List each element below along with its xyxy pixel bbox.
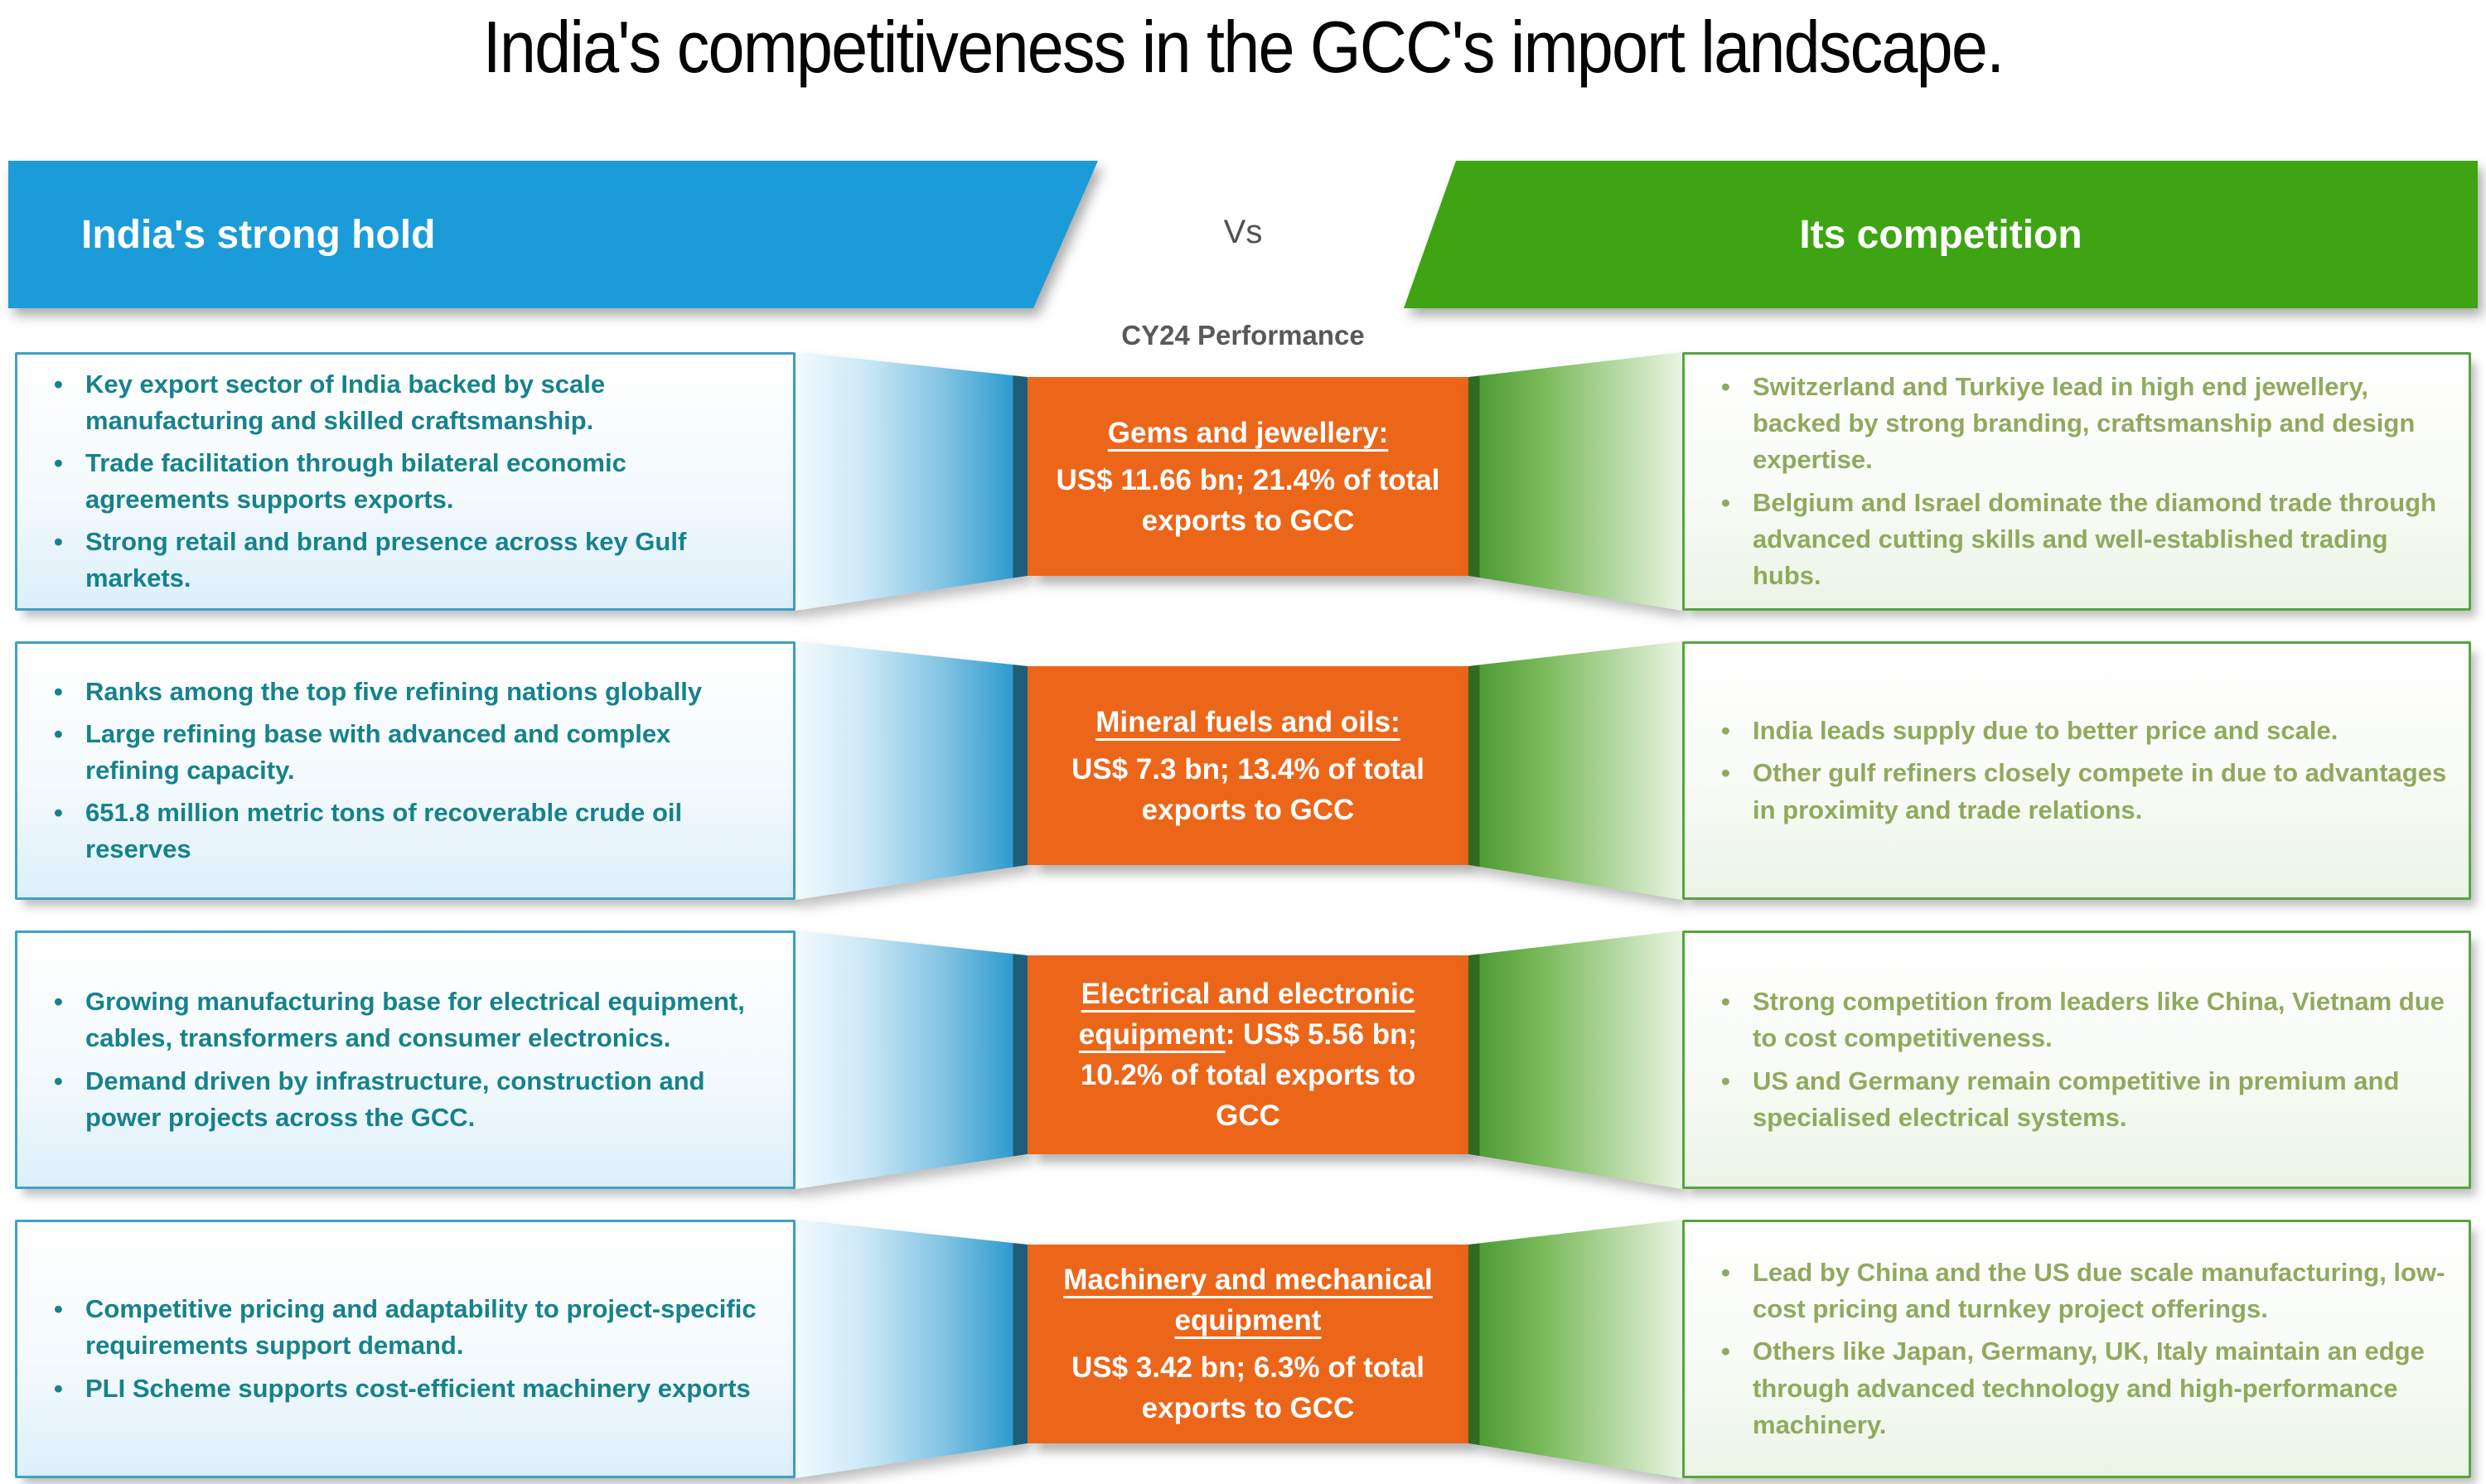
category-box: Gems and jewellery: US$ 11.66 bn; 21.4% … [1028, 377, 1468, 576]
bullet-item: Switzerland and Turkiye lead in high end… [1715, 369, 2447, 478]
competition-banner: Its competition [1404, 161, 2478, 308]
competition-box: India leads supply due to better price a… [1682, 641, 2471, 900]
connector-right [1468, 352, 1682, 611]
bullet-item: Competitive pricing and adaptability to … [47, 1291, 771, 1364]
competition-box: Strong competition from leaders like Chi… [1682, 931, 2471, 1189]
bullet-item: Demand driven by infrastructure, constru… [47, 1063, 771, 1136]
category-stats: : US$ 5.56 bn; 10.2% of total exports to… [1080, 1018, 1418, 1132]
connector-left [796, 352, 1028, 611]
category-title: Electrical and electronic equipment [1078, 978, 1415, 1051]
connector-right [1468, 641, 1682, 900]
india-banner: India's strong hold [8, 161, 1098, 308]
india-box: Competitive pricing and adaptability to … [15, 1220, 796, 1478]
category-stats: US$ 7.3 bn; 13.4% of total exports to GC… [1071, 752, 1424, 826]
bullet-item: Growing manufacturing base for electrica… [47, 984, 771, 1056]
category-title: Mineral fuels and oils: [1095, 705, 1400, 738]
bullet-item: Lead by China and the US due scale manuf… [1715, 1254, 2447, 1327]
period-label: CY24 Performance [1121, 320, 1365, 350]
category-title: Machinery and mechanical equipment [1063, 1264, 1433, 1337]
category-box: Electrical and electronic equipment: US$… [1028, 955, 1468, 1154]
category-title: Gems and jewellery: [1107, 416, 1389, 449]
row-gems-jewellery: Key export sector of India backed by sca… [15, 352, 2471, 611]
connector-left [796, 1220, 1028, 1478]
competition-banner-shadow: Its competition [1404, 161, 2478, 308]
connector-left [796, 931, 1028, 1189]
bullet-item: 651.8 million metric tons of recoverable… [47, 795, 771, 868]
india-box: Growing manufacturing base for electrica… [15, 931, 796, 1189]
india-bullet-list: Key export sector of India backed by sca… [17, 357, 793, 606]
page-title: India's competitiveness in the GCC's imp… [482, 6, 2005, 88]
competition-bullet-list: Lead by China and the US due scale manuf… [1685, 1245, 2469, 1452]
category-box: Mineral fuels and oils: US$ 7.3 bn; 13.4… [1028, 666, 1468, 865]
competition-banner-label: Its competition [1799, 212, 2082, 257]
competition-bullet-list: India leads supply due to better price a… [1685, 703, 2469, 837]
india-box: Key export sector of India backed by sca… [15, 352, 796, 611]
competition-box: Switzerland and Turkiye lead in high end… [1682, 352, 2471, 611]
connector-right [1468, 931, 1682, 1189]
bullet-item: Strong retail and brand presence across … [47, 524, 771, 597]
category-box: Machinery and mechanical equipment US$ 3… [1028, 1245, 1468, 1443]
bullet-item: Trade facilitation through bilateral eco… [47, 445, 771, 518]
india-bullet-list: Growing manufacturing base for electrica… [17, 974, 793, 1144]
bullet-item: US and Germany remain competitive in pre… [1715, 1063, 2447, 1136]
india-bullet-list: Ranks among the top five refining nation… [17, 665, 793, 877]
vs-label: Vs [1223, 214, 1263, 250]
row-mineral-fuels: Ranks among the top five refining nation… [15, 641, 2471, 900]
bullet-item: Other gulf refiners closely compete in d… [1715, 755, 2447, 828]
connector-left [796, 641, 1028, 900]
bullet-item: Others like Japan, Germany, UK, Italy ma… [1715, 1333, 2447, 1443]
bullet-item: India leads supply due to better price a… [1715, 713, 2447, 749]
bullet-item: PLI Scheme supports cost-efficient machi… [47, 1370, 771, 1407]
bullet-item: Ranks among the top five refining nation… [47, 674, 771, 710]
category-stats: US$ 11.66 bn; 21.4% of total exports to … [1056, 463, 1440, 537]
india-box: Ranks among the top five refining nation… [15, 641, 796, 900]
bullet-item: Key export sector of India backed by sca… [47, 366, 771, 439]
connector-right [1468, 1220, 1682, 1478]
competition-box: Lead by China and the US due scale manuf… [1682, 1220, 2471, 1478]
bullet-item: Belgium and Israel dominate the diamond … [1715, 485, 2447, 594]
india-banner-label: India's strong hold [81, 212, 436, 257]
competition-bullet-list: Switzerland and Turkiye lead in high end… [1685, 360, 2469, 602]
row-machinery-equipment: Competitive pricing and adaptability to … [15, 1220, 2471, 1478]
category-stats: US$ 3.42 bn; 6.3% of total exports to GC… [1071, 1351, 1424, 1424]
india-banner-shadow: India's strong hold [8, 161, 1098, 308]
competition-bullet-list: Strong competition from leaders like Chi… [1685, 974, 2469, 1144]
india-bullet-list: Competitive pricing and adaptability to … [17, 1282, 793, 1415]
bullet-item: Large refining base with advanced and co… [47, 716, 771, 789]
row-electrical-equipment: Growing manufacturing base for electrica… [15, 931, 2471, 1189]
bullet-item: Strong competition from leaders like Chi… [1715, 984, 2447, 1056]
